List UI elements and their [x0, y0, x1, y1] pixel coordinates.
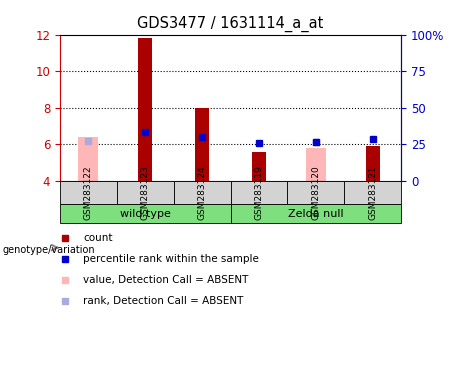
Bar	[344, 181, 401, 204]
Bar	[174, 181, 230, 204]
Text: GSM283123: GSM283123	[141, 165, 150, 220]
Text: rank, Detection Call = ABSENT: rank, Detection Call = ABSENT	[83, 296, 243, 306]
Text: Zelda null: Zelda null	[288, 209, 343, 218]
Text: value, Detection Call = ABSENT: value, Detection Call = ABSENT	[83, 275, 248, 285]
Bar	[252, 152, 266, 181]
Bar	[78, 137, 98, 181]
Bar	[60, 181, 117, 204]
Text: wild type: wild type	[120, 209, 171, 218]
Text: count: count	[83, 233, 112, 243]
Bar	[138, 38, 152, 181]
Bar	[366, 146, 380, 181]
Bar	[60, 204, 230, 223]
Text: GSM283122: GSM283122	[84, 165, 93, 220]
Text: GSM283124: GSM283124	[198, 165, 207, 220]
Bar	[306, 148, 326, 181]
Bar	[195, 108, 209, 181]
Bar	[230, 204, 401, 223]
Title: GDS3477 / 1631114_a_at: GDS3477 / 1631114_a_at	[137, 16, 324, 32]
Text: GSM283120: GSM283120	[311, 165, 320, 220]
Bar	[230, 181, 287, 204]
Text: genotype/variation: genotype/variation	[2, 245, 95, 255]
Bar	[287, 181, 344, 204]
Text: GSM283119: GSM283119	[254, 165, 263, 220]
Text: percentile rank within the sample: percentile rank within the sample	[83, 254, 259, 264]
Text: GSM283121: GSM283121	[368, 165, 377, 220]
Bar	[117, 181, 174, 204]
